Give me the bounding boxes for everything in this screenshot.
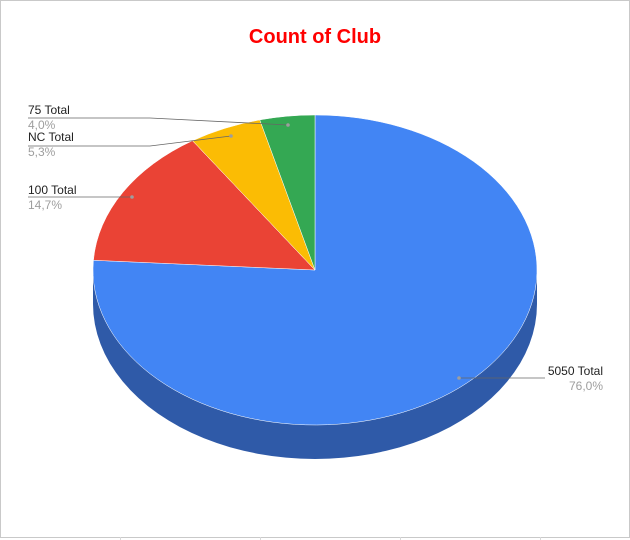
slice-percent-label: 76,0% bbox=[569, 379, 603, 393]
slice-name-label: 75 Total bbox=[28, 103, 70, 117]
pie-side-walls bbox=[93, 270, 537, 459]
leader-dot bbox=[130, 195, 134, 199]
pie-slices bbox=[92, 114, 538, 426]
slice-percent-label: 14,7% bbox=[28, 198, 62, 212]
leader-line bbox=[28, 117, 289, 126]
pie-slice[interactable] bbox=[93, 140, 316, 271]
slice-name-label: 5050 Total bbox=[548, 364, 603, 378]
pie-side-wall bbox=[93, 270, 537, 459]
slice-name-label: NC Total bbox=[28, 130, 74, 144]
slice-name-label: 100 Total bbox=[28, 183, 77, 197]
leader-line bbox=[28, 135, 232, 147]
slice-percent-label: 5,3% bbox=[28, 145, 56, 159]
leader-dot bbox=[229, 134, 233, 138]
sheet-gridline bbox=[400, 537, 401, 540]
pie-slice[interactable] bbox=[92, 114, 538, 426]
leader-dot bbox=[457, 376, 461, 380]
sheet-gridline bbox=[540, 537, 541, 540]
slice-percent-label: 4,0% bbox=[28, 118, 56, 132]
pie-slice[interactable] bbox=[259, 114, 316, 271]
sheet-gridline bbox=[120, 537, 121, 540]
leader-dot bbox=[286, 123, 290, 127]
chart-title: Count of Club bbox=[248, 26, 382, 48]
sheet-gridline bbox=[260, 537, 261, 540]
